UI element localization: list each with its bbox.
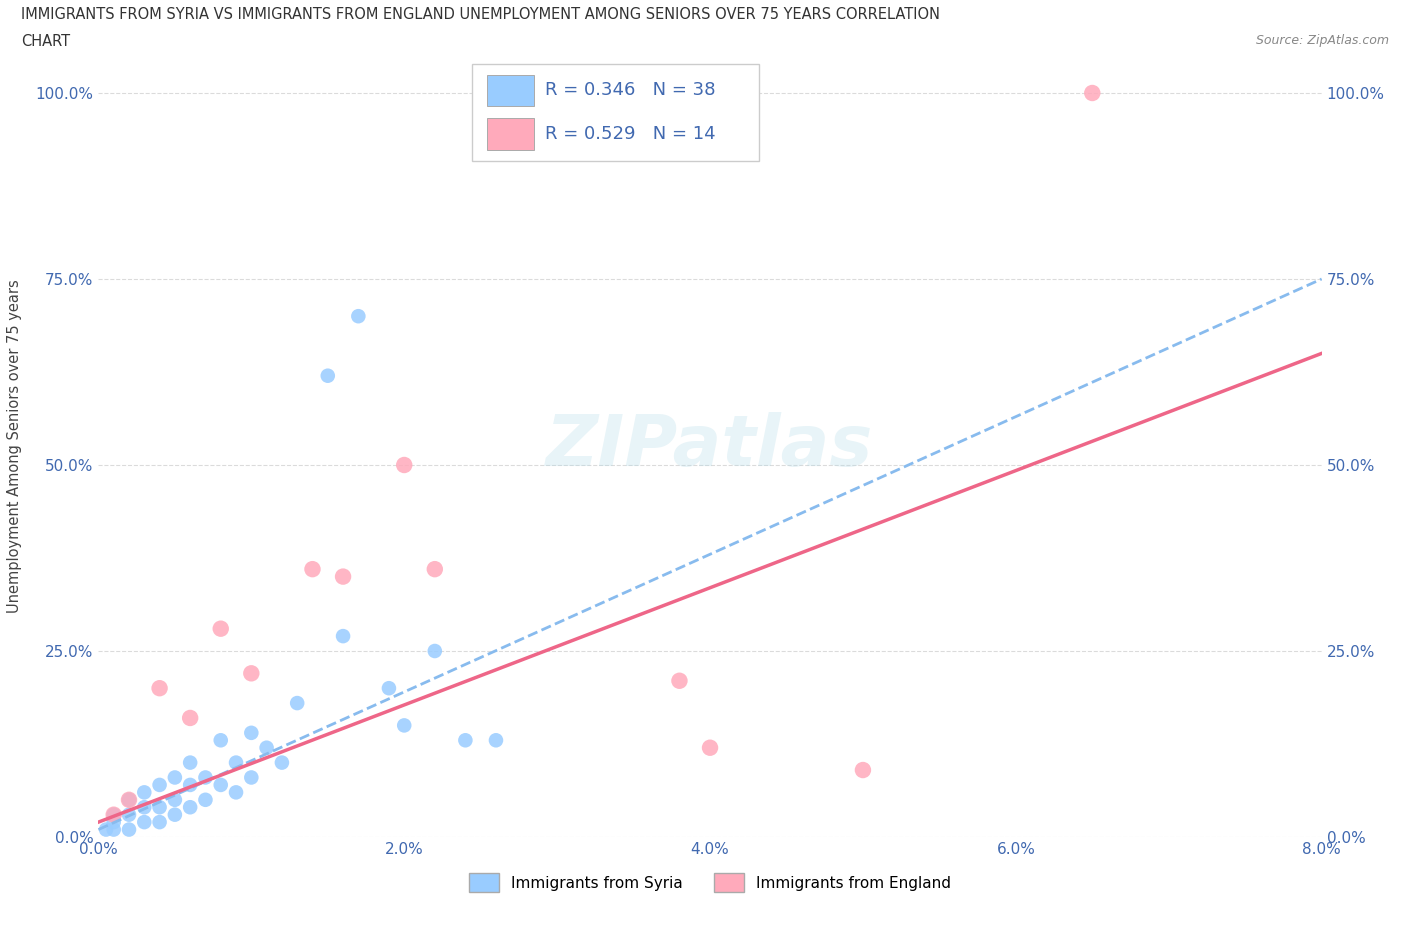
Point: [118, 822, 141, 837]
Text: IMMIGRANTS FROM SYRIA VS IMMIGRANTS FROM ENGLAND UNEMPLOYMENT AMONG SENIORS OVER: IMMIGRANTS FROM SYRIA VS IMMIGRANTS FROM…: [21, 7, 941, 21]
Point: [209, 621, 232, 636]
Point: [163, 807, 186, 822]
Point: [149, 800, 172, 815]
FancyBboxPatch shape: [488, 118, 534, 150]
Point: [485, 733, 508, 748]
Point: [134, 785, 156, 800]
Point: [103, 807, 125, 822]
Point: [179, 755, 201, 770]
Point: [301, 562, 323, 577]
Point: [118, 792, 141, 807]
Y-axis label: Unemployment Among Seniors over 75 years: Unemployment Among Seniors over 75 years: [7, 280, 21, 613]
Point: [392, 718, 416, 733]
Point: [179, 800, 201, 815]
Point: [134, 800, 156, 815]
Text: R = 0.529   N = 14: R = 0.529 N = 14: [546, 125, 716, 143]
Point: [103, 807, 125, 822]
Point: [163, 770, 186, 785]
FancyBboxPatch shape: [488, 74, 534, 106]
Text: ZIPatlas: ZIPatlas: [547, 412, 873, 481]
Point: [378, 681, 401, 696]
Point: [149, 815, 172, 830]
Point: [316, 368, 339, 383]
Point: [209, 733, 232, 748]
Point: [163, 792, 186, 807]
Text: R = 0.346   N = 38: R = 0.346 N = 38: [546, 81, 716, 100]
Point: [454, 733, 477, 748]
Point: [194, 792, 217, 807]
Point: [240, 770, 263, 785]
Text: CHART: CHART: [21, 34, 70, 49]
Point: [1081, 86, 1104, 100]
Point: [94, 822, 117, 837]
Point: [118, 792, 141, 807]
Point: [149, 777, 172, 792]
Point: [392, 458, 416, 472]
Point: [285, 696, 308, 711]
Legend: Immigrants from Syria, Immigrants from England: Immigrants from Syria, Immigrants from E…: [461, 866, 959, 899]
Point: [118, 807, 141, 822]
Point: [240, 666, 263, 681]
Point: [194, 770, 217, 785]
Point: [332, 569, 354, 584]
FancyBboxPatch shape: [471, 63, 759, 161]
Point: [225, 755, 247, 770]
Point: [270, 755, 294, 770]
Point: [423, 644, 446, 658]
Point: [103, 822, 125, 837]
Point: [225, 785, 247, 800]
Point: [423, 562, 446, 577]
Point: [179, 711, 201, 725]
Point: [134, 815, 156, 830]
Point: [209, 777, 232, 792]
Point: [668, 673, 690, 688]
Text: Source: ZipAtlas.com: Source: ZipAtlas.com: [1256, 34, 1389, 47]
Point: [240, 725, 263, 740]
Point: [149, 681, 172, 696]
Point: [347, 309, 370, 324]
Point: [256, 740, 278, 755]
Point: [103, 815, 125, 830]
Point: [332, 629, 354, 644]
Point: [699, 740, 721, 755]
Point: [179, 777, 201, 792]
Point: [852, 763, 875, 777]
